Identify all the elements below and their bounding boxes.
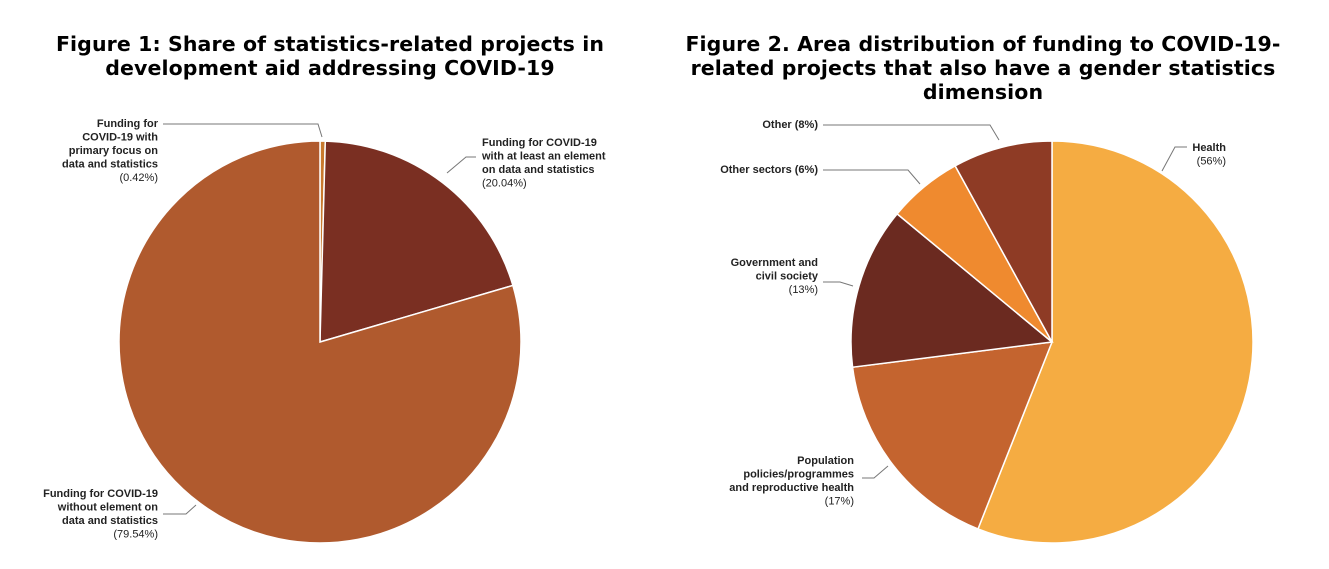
chart2-label-2: Population policies/programmes and reprodu…	[729, 455, 854, 508]
chart2-title: Figure 2. Area distribution of funding t…	[685, 32, 1281, 104]
chart2-label-2-line-2: policies/programmes	[743, 469, 854, 481]
chart1-leader-1	[163, 123, 323, 138]
chart2-pct-1: (56%)	[1197, 156, 1226, 168]
chart1-leader-2	[446, 156, 476, 174]
chart1-label-2-line-1: Funding for COVID-19	[482, 137, 597, 149]
chart2-label-1-line-1: Health	[1192, 142, 1226, 154]
chart1-label-1-line-4: data and statistics	[62, 159, 158, 171]
chart1-slice-3	[118, 140, 522, 544]
chart2-leader-5	[823, 124, 1000, 141]
chart2-label-4-line-1: Other sectors (6%)	[720, 164, 818, 176]
pie-chart-2: Health (56%) Population policies/programmes…	[720, 119, 1254, 544]
chart2-label-5: Other (8%)	[762, 119, 818, 131]
chart1-label-3: Funding for COVID-19 without element on da…	[43, 488, 158, 541]
chart2-leader-4	[823, 169, 921, 185]
chart2-label-3-line-2: civil society	[756, 271, 819, 283]
chart2-label-2-line-3: and reproductive health	[729, 482, 854, 494]
chart2-leader-3	[823, 281, 854, 287]
pie-chart-1: Funding for COVID-19 with primary focus on…	[43, 118, 606, 544]
chart1-label-2-line-2: with at least an element	[481, 151, 606, 163]
chart2-slice-3	[850, 212, 1054, 369]
chart2-slice-5	[954, 140, 1053, 343]
chart1-label-1: Funding for COVID-19 with primary focus on…	[62, 118, 159, 184]
chart2-slice-2	[851, 341, 1054, 530]
chart2-label-1: Health (56%)	[1192, 142, 1226, 168]
chart2-label-3-line-1: Government and	[731, 257, 818, 269]
chart2-label-4: Other sectors (6%)	[720, 164, 818, 176]
chart1-label-3-line-1: Funding for COVID-19	[43, 488, 158, 500]
chart2-slice-1	[977, 140, 1254, 544]
chart2-pct-2: (17%)	[825, 496, 854, 508]
chart2-leader-2	[862, 465, 889, 479]
chart2-label-5-line-1: Other (8%)	[762, 119, 818, 131]
chart1-slice-2	[319, 140, 514, 344]
chart2-leader-1	[1161, 146, 1187, 172]
chart1-label-1-line-3: primary focus on	[69, 145, 159, 157]
chart1-title: Figure 1: Share of statistics-related pr…	[55, 32, 605, 80]
chart1-label-3-line-2: without element on	[57, 502, 159, 514]
chart1-pct-3: (79.54%)	[113, 529, 158, 541]
chart2-pct-3: (13%)	[789, 284, 818, 296]
chart1-label-1-line-2: COVID-19 with	[82, 132, 158, 144]
chart1-label-1-line-1: Funding for	[97, 118, 159, 130]
chart1-label-2: Funding for COVID-19 with at least an ele…	[481, 137, 606, 190]
chart1-pct-1: (0.42%)	[119, 172, 158, 184]
chart1-pct-2: (20.04%)	[482, 178, 527, 190]
chart2-label-3: Government and civil society (13%)	[731, 257, 819, 296]
chart2-label-2-line-1: Population	[797, 455, 854, 467]
chart1-label-2-line-3: on data and statistics	[482, 164, 594, 176]
chart1-label-3-line-3: data and statistics	[62, 515, 158, 527]
chart1-leader-3	[163, 504, 197, 515]
